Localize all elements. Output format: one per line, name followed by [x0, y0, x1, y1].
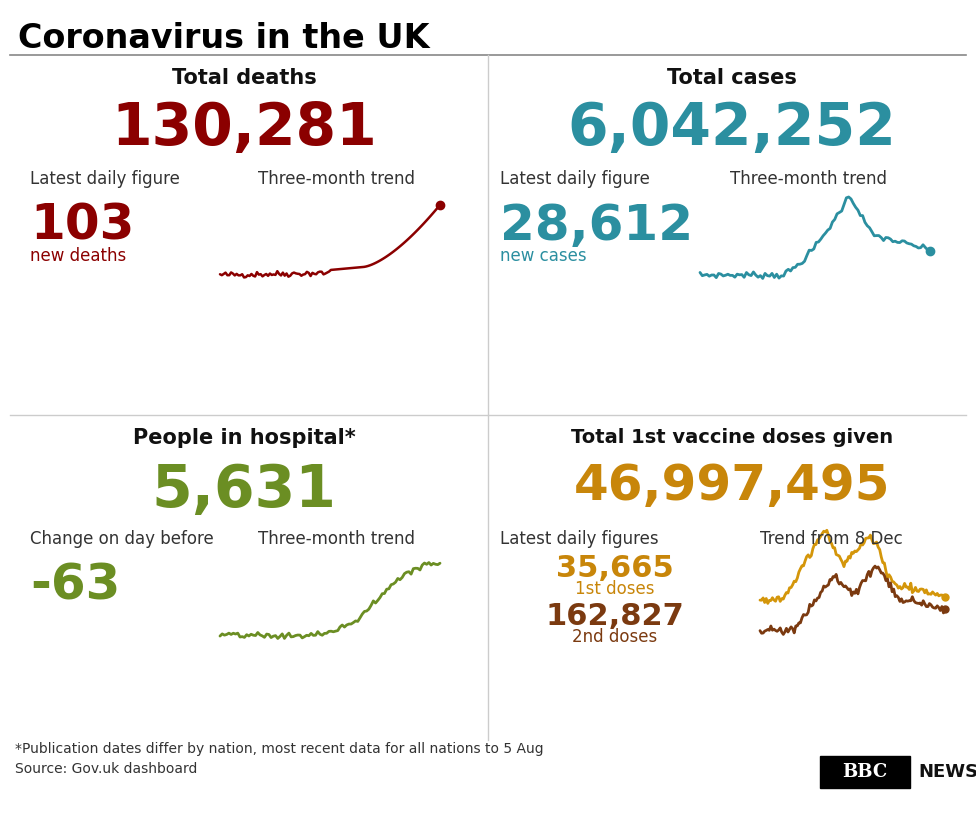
Text: 2nd doses: 2nd doses: [572, 628, 658, 646]
Text: 5,631: 5,631: [151, 462, 337, 519]
Text: new deaths: new deaths: [30, 247, 126, 265]
Text: Source: Gov.uk dashboard: Source: Gov.uk dashboard: [15, 762, 197, 776]
Text: 130,281: 130,281: [111, 100, 377, 157]
Text: Total cases: Total cases: [667, 68, 797, 88]
Text: *Publication dates differ by nation, most recent data for all nations to 5 Aug: *Publication dates differ by nation, mos…: [15, 742, 544, 756]
Text: 1st doses: 1st doses: [575, 580, 655, 598]
Text: Three-month trend: Three-month trend: [258, 170, 415, 188]
Text: Three-month trend: Three-month trend: [258, 530, 415, 548]
Text: 103: 103: [30, 202, 135, 250]
FancyBboxPatch shape: [820, 756, 910, 788]
Text: Coronavirus in the UK: Coronavirus in the UK: [18, 22, 429, 55]
Text: 162,827: 162,827: [546, 602, 684, 631]
Text: new cases: new cases: [500, 247, 587, 265]
Text: Total deaths: Total deaths: [172, 68, 316, 88]
Text: Trend from 8 Dec: Trend from 8 Dec: [760, 530, 903, 548]
Text: People in hospital*: People in hospital*: [133, 428, 355, 448]
Text: -63: -63: [30, 562, 120, 610]
Text: Latest daily figures: Latest daily figures: [500, 530, 659, 548]
Text: BBC: BBC: [842, 763, 887, 781]
Text: Latest daily figure: Latest daily figure: [500, 170, 650, 188]
Text: Change on day before: Change on day before: [30, 530, 214, 548]
Text: Latest daily figure: Latest daily figure: [30, 170, 180, 188]
Text: Total 1st vaccine doses given: Total 1st vaccine doses given: [571, 428, 893, 447]
Text: NEWS: NEWS: [918, 763, 976, 781]
Text: 28,612: 28,612: [500, 202, 693, 250]
Text: 35,665: 35,665: [556, 554, 673, 583]
Text: 6,042,252: 6,042,252: [568, 100, 896, 157]
Text: Three-month trend: Three-month trend: [730, 170, 887, 188]
Text: 46,997,495: 46,997,495: [574, 462, 890, 510]
